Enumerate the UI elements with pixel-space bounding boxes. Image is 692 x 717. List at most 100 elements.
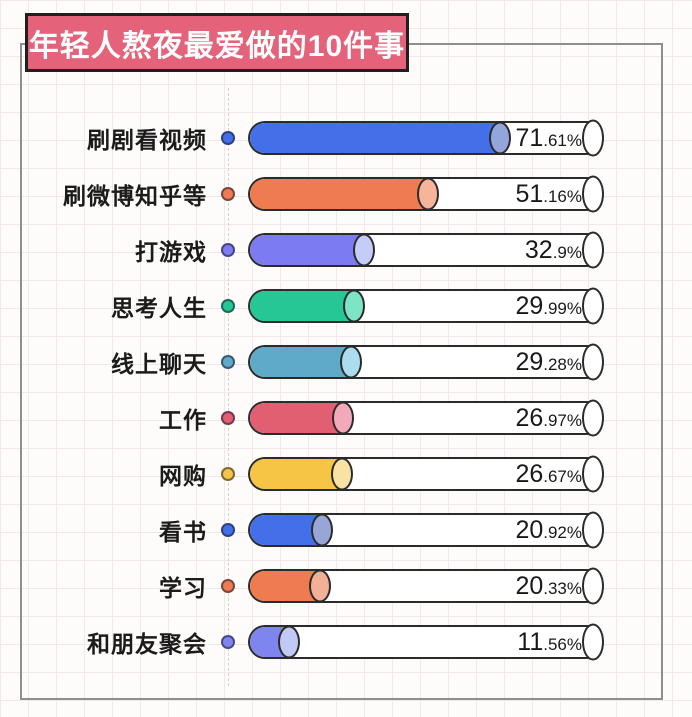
bar-track: [248, 121, 593, 155]
chart-title-banner: 年轻人熬夜最爱做的10件事: [25, 13, 409, 72]
bar-track-mouth-icon: [582, 231, 604, 269]
category-dot: [221, 243, 235, 257]
category-dot: [221, 467, 235, 481]
bar-track-mouth-icon: [582, 455, 604, 493]
bar-track: [248, 233, 593, 267]
value-label: 11.56%: [517, 614, 582, 670]
category-dot: [221, 187, 235, 201]
bar-track: [248, 625, 593, 659]
category-label: 思考人生: [111, 295, 207, 321]
bar-row: 学习 20.33%: [0, 558, 692, 614]
category-label: 和朋友聚会: [87, 631, 207, 657]
bar-fill-cap: [277, 625, 300, 659]
value-decimal: .9%: [552, 243, 582, 262]
bar-fill: [250, 571, 319, 601]
bar-fill-cap: [417, 177, 440, 211]
category-dot: [221, 635, 235, 649]
category-label: 看书: [159, 519, 207, 545]
bar-fill-cap: [330, 457, 353, 491]
value-integer: 29: [515, 292, 544, 320]
value-integer: 26: [515, 460, 544, 488]
category-dot: [221, 355, 235, 369]
value-integer: 51: [515, 180, 544, 208]
category-label: 学习: [159, 575, 207, 601]
bar-row: 刷微博知乎等 51.16%: [0, 166, 692, 222]
bar-row: 刷剧看视频 71.61%: [0, 110, 692, 166]
category-label: 工作: [159, 407, 207, 433]
bar-fill-cap: [331, 401, 354, 435]
value-label: 29.99%: [515, 278, 582, 334]
value-decimal: .67%: [543, 467, 582, 486]
category-label: 线上聊天: [111, 351, 207, 377]
value-label: 71.61%: [515, 110, 582, 166]
value-decimal: .16%: [543, 187, 582, 206]
value-integer: 11: [517, 628, 544, 656]
value-integer: 20: [515, 516, 544, 544]
bar-fill-cap: [352, 233, 375, 267]
bar-track-mouth-icon: [582, 119, 604, 157]
category-dot: [221, 411, 235, 425]
bar-track: [248, 289, 593, 323]
bar-track: [248, 345, 593, 379]
bar-track: [248, 513, 593, 547]
category-dot: [221, 131, 235, 145]
bar-fill-cap: [308, 569, 331, 603]
bar-track-mouth-icon: [582, 287, 604, 325]
bar-row: 思考人生 29.99%: [0, 278, 692, 334]
bar-rows: 刷剧看视频 71.61% 刷微博知乎等 51.16% 打游戏 32.9% 思考人生 29.99…: [0, 110, 692, 670]
bar-fill-cap: [342, 289, 365, 323]
value-decimal: .99%: [543, 299, 582, 318]
value-decimal: .28%: [543, 355, 582, 374]
bar-fill: [250, 235, 363, 265]
category-label: 网购: [159, 463, 207, 489]
bar-fill: [250, 123, 500, 153]
bar-track: [248, 457, 593, 491]
bar-fill: [250, 347, 351, 377]
category-label: 刷微博知乎等: [63, 183, 207, 209]
bar-track-mouth-icon: [582, 567, 604, 605]
bar-row: 网购 26.67%: [0, 446, 692, 502]
value-label: 26.97%: [515, 390, 582, 446]
value-integer: 20: [515, 572, 544, 600]
bar-track-mouth-icon: [582, 399, 604, 437]
category-dot: [221, 299, 235, 313]
value-label: 51.16%: [515, 166, 582, 222]
bar-track-mouth-icon: [582, 175, 604, 213]
value-decimal: .97%: [543, 411, 582, 430]
bar-fill-cap: [310, 513, 333, 547]
bar-row: 工作 26.97%: [0, 390, 692, 446]
bar-track: [248, 569, 593, 603]
value-label: 20.33%: [515, 558, 582, 614]
value-label: 20.92%: [515, 502, 582, 558]
bar-row: 看书 20.92%: [0, 502, 692, 558]
value-integer: 26: [515, 404, 544, 432]
bar-track-mouth-icon: [582, 343, 604, 381]
value-decimal: .33%: [543, 579, 582, 598]
bar-fill: [250, 459, 341, 489]
value-integer: 71: [515, 124, 544, 152]
bar-fill: [250, 179, 428, 209]
bar-fill: [250, 291, 353, 321]
value-integer: 29: [515, 348, 544, 376]
bar-fill-cap: [489, 121, 512, 155]
category-label: 打游戏: [135, 239, 207, 265]
value-integer: 32: [524, 236, 553, 264]
bar-fill: [250, 515, 321, 545]
bar-row: 线上聊天 29.28%: [0, 334, 692, 390]
value-label: 32.9%: [525, 222, 582, 278]
value-label: 29.28%: [515, 334, 582, 390]
category-label: 刷剧看视频: [87, 127, 207, 153]
value-decimal: .61%: [543, 131, 582, 150]
bar-track-mouth-icon: [582, 511, 604, 549]
category-dot: [221, 579, 235, 593]
bar-row: 和朋友聚会 11.56%: [0, 614, 692, 670]
bar-track: [248, 401, 593, 435]
bar-row: 打游戏 32.9%: [0, 222, 692, 278]
category-dot: [221, 523, 235, 537]
chart-title: 年轻人熬夜最爱做的10件事: [28, 29, 406, 63]
axis-dashed-line: [228, 88, 229, 686]
bar-fill-cap: [340, 345, 363, 379]
value-label: 26.67%: [515, 446, 582, 502]
value-decimal: .92%: [543, 523, 582, 542]
